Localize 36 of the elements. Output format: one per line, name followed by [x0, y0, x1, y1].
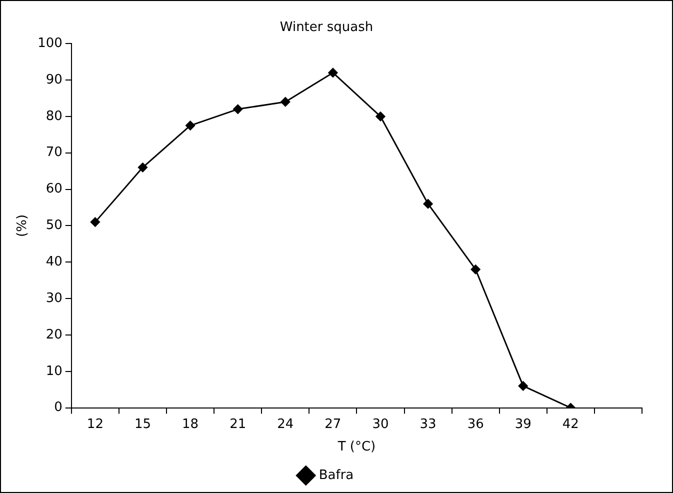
x-tick-label: 15 [134, 416, 152, 432]
y-tick-label: 60 [46, 182, 62, 197]
y-tick-label: 40 [46, 254, 62, 270]
x-axis-title: T (°C) [336, 440, 376, 455]
y-axis-title: (%) [15, 214, 30, 237]
y-tick-label: 30 [46, 290, 62, 306]
y-tick-label: 0 [54, 400, 62, 416]
point [376, 112, 386, 122]
x-tick-label: 33 [420, 416, 436, 432]
x-tick-label: 21 [230, 416, 246, 432]
x-tick-label: 27 [324, 416, 342, 432]
y-tick-label: 80 [46, 108, 62, 124]
x-tick-label: 30 [372, 416, 389, 432]
point [280, 97, 290, 107]
x-tick-label: 24 [277, 416, 294, 432]
point [423, 199, 433, 209]
y-tick-label: 20 [46, 327, 62, 342]
chart-title: Winter squash [280, 20, 374, 36]
point [518, 381, 528, 391]
y-tick-label: 10 [46, 364, 62, 379]
point [233, 104, 243, 114]
legend-label: Bafra [318, 468, 354, 483]
point [138, 162, 148, 172]
point [470, 264, 480, 274]
x-tick-label: 42 [562, 416, 579, 432]
point [90, 217, 100, 227]
x-tick-label: 36 [467, 416, 484, 432]
y-tick-label: 50 [46, 218, 62, 234]
y-tick-label: 70 [46, 145, 62, 160]
point [328, 68, 338, 78]
x-tick-label: 39 [514, 416, 532, 432]
point [186, 120, 196, 130]
y-tick-label: 100 [38, 36, 62, 51]
y-tick-label: 90 [46, 72, 62, 88]
x-tick-label: 12 [86, 416, 104, 432]
x-tick-label: 18 [182, 416, 199, 432]
